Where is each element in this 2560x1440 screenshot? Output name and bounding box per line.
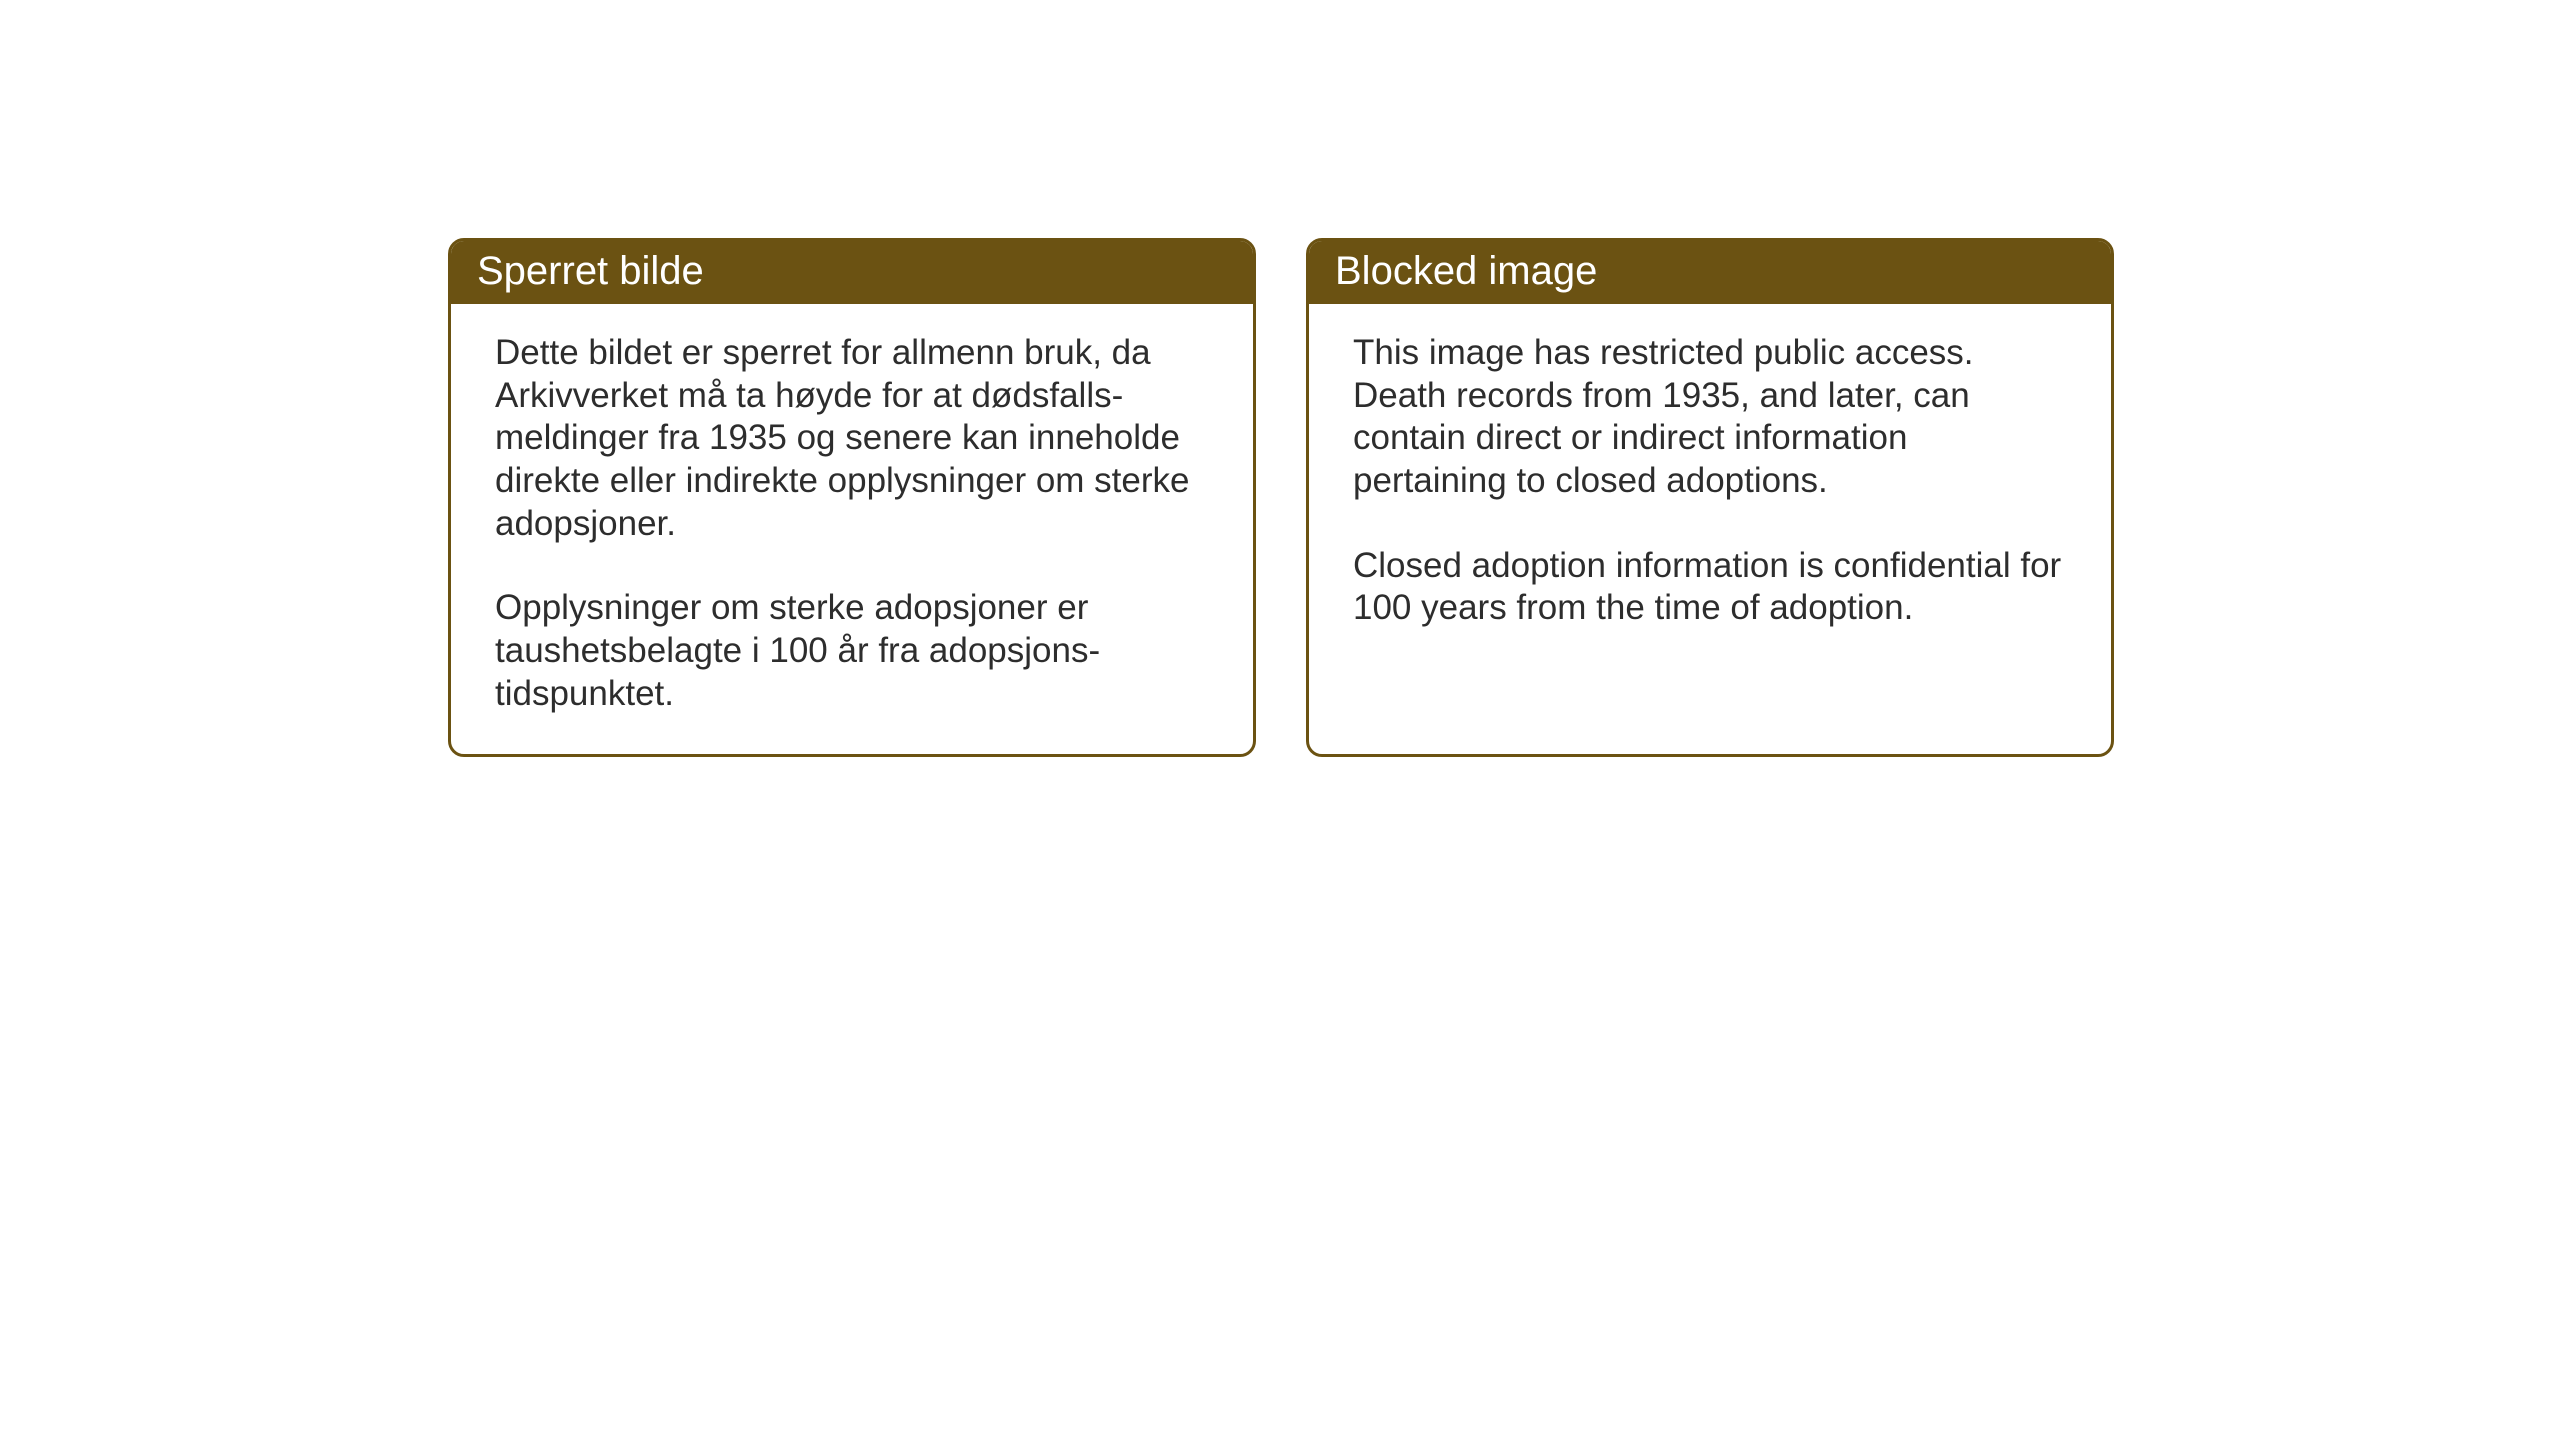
notice-card-norwegian: Sperret bilde Dette bildet er sperret fo… — [448, 238, 1256, 757]
paragraph-english-2: Closed adoption information is confident… — [1353, 545, 2067, 630]
card-body-norwegian: Dette bildet er sperret for allmenn bruk… — [451, 304, 1253, 754]
notice-card-english: Blocked image This image has restricted … — [1306, 238, 2114, 757]
paragraph-norwegian-2: Opplysninger om sterke adopsjoner er tau… — [495, 587, 1209, 715]
card-body-english: This image has restricted public access.… — [1309, 304, 2111, 668]
card-header-norwegian: Sperret bilde — [451, 241, 1253, 304]
notice-container: Sperret bilde Dette bildet er sperret fo… — [448, 238, 2114, 757]
paragraph-norwegian-1: Dette bildet er sperret for allmenn bruk… — [495, 332, 1209, 545]
card-header-english: Blocked image — [1309, 241, 2111, 304]
paragraph-english-1: This image has restricted public access.… — [1353, 332, 2067, 503]
